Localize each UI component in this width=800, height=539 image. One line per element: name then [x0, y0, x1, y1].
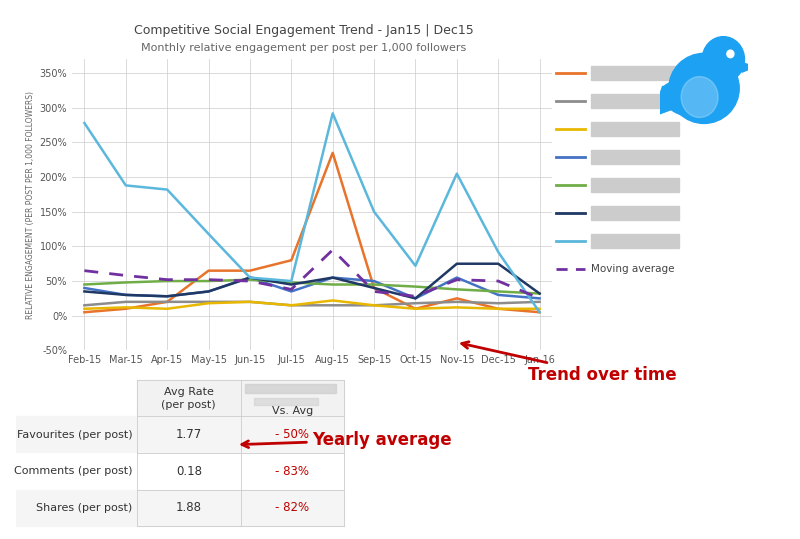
Text: - 83%: - 83%: [275, 465, 310, 478]
Bar: [245, 384, 336, 393]
Bar: [16, 417, 344, 453]
Ellipse shape: [702, 37, 745, 82]
Text: 0.18: 0.18: [176, 465, 202, 478]
Polygon shape: [742, 63, 755, 72]
Text: 1.88: 1.88: [176, 501, 202, 514]
Bar: [16, 453, 344, 489]
Bar: [137, 380, 344, 417]
Text: 1.77: 1.77: [176, 428, 202, 441]
Text: Competitive Social Engagement Trend - Jan15 | Dec15: Competitive Social Engagement Trend - Ja…: [134, 24, 474, 37]
Bar: [591, 150, 679, 164]
Text: Favourites (per post): Favourites (per post): [17, 430, 133, 440]
Polygon shape: [653, 86, 676, 116]
Bar: [591, 66, 679, 80]
Ellipse shape: [681, 77, 718, 118]
Text: Vs. Avg: Vs. Avg: [272, 406, 313, 416]
Text: Comments (per post): Comments (per post): [14, 466, 133, 476]
Bar: [16, 489, 344, 526]
Y-axis label: RELATIVE ENGAGEMENT (PER POST PER 1,000 FOLLOWERS): RELATIVE ENGAGEMENT (PER POST PER 1,000 …: [26, 91, 35, 319]
Bar: [591, 94, 679, 108]
Text: Avg Rate
(per post): Avg Rate (per post): [162, 386, 216, 410]
Bar: [591, 178, 679, 192]
Ellipse shape: [727, 50, 734, 58]
Text: Moving average: Moving average: [591, 264, 674, 274]
Bar: [591, 206, 679, 220]
Bar: [591, 122, 679, 136]
Bar: [591, 234, 679, 248]
Text: - 82%: - 82%: [275, 501, 310, 514]
Ellipse shape: [669, 53, 739, 123]
Bar: [254, 397, 318, 404]
Ellipse shape: [661, 82, 708, 116]
Text: - 50%: - 50%: [275, 428, 310, 441]
Text: Shares (per post): Shares (per post): [36, 503, 133, 513]
Text: Monthly relative engagement per post per 1,000 followers: Monthly relative engagement per post per…: [142, 43, 466, 53]
Text: Yearly average: Yearly average: [242, 431, 452, 448]
Text: Trend over time: Trend over time: [462, 342, 677, 384]
